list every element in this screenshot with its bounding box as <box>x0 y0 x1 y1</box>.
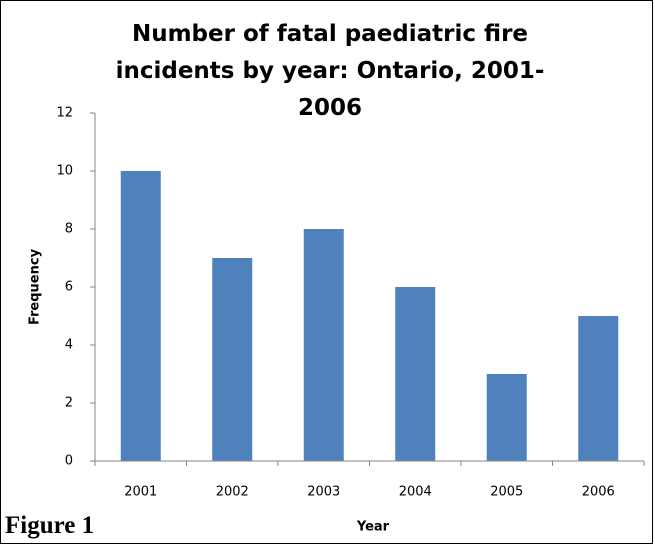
y-tick-label: 10 <box>56 164 73 179</box>
x-tick-label: 2005 <box>490 485 523 500</box>
y-tick-label: 4 <box>65 338 73 353</box>
bar <box>486 374 527 461</box>
bar <box>578 316 619 461</box>
bar <box>303 229 344 461</box>
y-tick-label: 6 <box>65 280 73 295</box>
bar <box>212 258 253 461</box>
figure-caption: Figure 1 <box>5 512 95 539</box>
x-tick-label: 2004 <box>399 485 432 500</box>
x-tick-label: 2006 <box>582 485 615 500</box>
x-tick-label: 2003 <box>307 485 340 500</box>
x-tick-label: 2001 <box>124 485 157 500</box>
x-axis-label: Year <box>356 520 390 535</box>
x-tick-label: 2002 <box>216 485 249 500</box>
bar <box>120 171 161 461</box>
y-tick-label: 0 <box>65 454 73 469</box>
y-axis-label: Frequency <box>28 248 43 325</box>
bar <box>395 287 436 461</box>
chart-title: Number of fatal paediatric fire incident… <box>115 21 545 121</box>
y-tick-label: 8 <box>65 222 73 237</box>
y-tick-label: 2 <box>65 396 73 411</box>
y-tick-label: 12 <box>56 106 73 121</box>
